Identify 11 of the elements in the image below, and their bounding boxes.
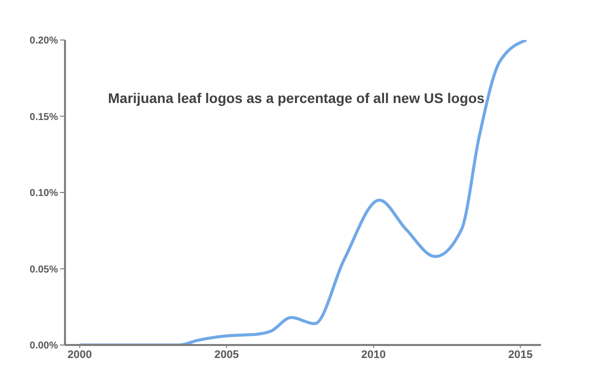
y-tick-label: 0.10% — [30, 188, 58, 200]
x-tick-label: 2010 — [361, 348, 386, 361]
y-tick-label: 0.15% — [30, 112, 58, 123]
x-tick-label: 2000 — [67, 348, 92, 361]
x-tick-label: 2005 — [214, 348, 239, 361]
line-series — [78, 40, 528, 345]
y-tick-label: 0.00% — [30, 340, 58, 352]
text: Marijuana leaf logos as a percentage of all new US logos — [108, 90, 485, 106]
x-tick-label: 2015 — [508, 348, 533, 361]
y-tick-label: 0.05% — [30, 264, 58, 276]
y-tick-label: 0.20% — [30, 36, 58, 47]
